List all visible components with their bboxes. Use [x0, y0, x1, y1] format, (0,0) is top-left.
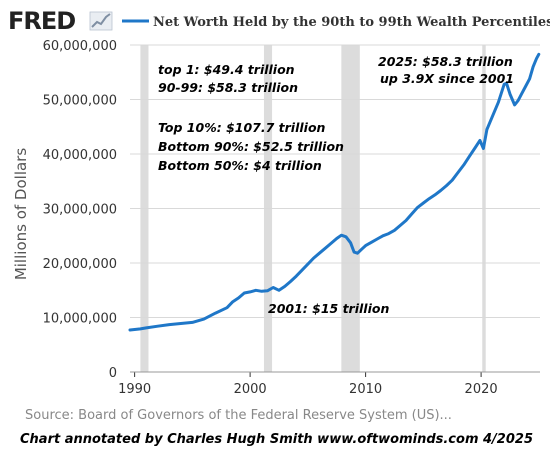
annotation-top10: Top 10%: $107.7 trillion [158, 120, 326, 135]
x-tick-label: 2010 [349, 382, 382, 397]
y-tick-label: 20,000,000 [43, 257, 117, 272]
series-group [128, 52, 541, 332]
fred-graph-icon [89, 11, 113, 31]
fred-logo[interactable]: FRED [8, 7, 113, 35]
source-note[interactable]: Source: Board of Governors of the Federa… [25, 408, 452, 423]
annotation-2001: 2001: $15 trillion [268, 301, 389, 316]
annotations: top 1: $49.4 trillion 90-99: $58.3 trill… [158, 54, 514, 316]
fred-logo-text: FRED [8, 7, 75, 35]
series-line-0 [128, 52, 541, 332]
x-axis-ticks: 1990 2000 2010 2020 [118, 372, 498, 397]
annotation-credit: Chart annotated by Charles Hugh Smith ww… [20, 432, 533, 447]
annotation-90-99: 90-99: $58.3 trillion [158, 80, 298, 95]
gridlines [130, 44, 540, 373]
y-tick-label: 50,000,000 [43, 94, 117, 109]
x-tick-label: 2000 [234, 382, 267, 397]
annotation-2025: 2025: $58.3 trillion [378, 54, 513, 69]
x-tick-label: 2020 [465, 382, 498, 397]
y-tick-label: 10,000,000 [43, 312, 117, 327]
y-axis-label: Millions of Dollars [12, 148, 30, 281]
legend-label: Net Worth Held by the 90th to 99th Wealt… [153, 15, 550, 30]
y-tick-label: 60,000,000 [43, 39, 117, 54]
legend: Net Worth Held by the 90th to 99th Wealt… [122, 15, 550, 30]
annotation-growth: up 3.9X since 2001 [380, 71, 514, 86]
annotation-top1: top 1: $49.4 trillion [158, 62, 295, 77]
y-tick-label: 0 [109, 366, 117, 381]
plot-area: 0 10,000,000 20,000,000 30,000,000 40,000,00… [43, 39, 541, 397]
annotation-bottom90: Bottom 90%: $52.5 trillion [158, 139, 344, 154]
annotation-bottom50: Bottom 50%: $4 trillion [158, 158, 322, 173]
y-tick-label: 40,000,000 [43, 148, 117, 163]
y-tick-label: 30,000,000 [43, 203, 117, 218]
x-tick-label: 1990 [118, 382, 151, 397]
y-axis-ticks: 0 10,000,000 20,000,000 30,000,000 40,000,00… [43, 39, 117, 381]
